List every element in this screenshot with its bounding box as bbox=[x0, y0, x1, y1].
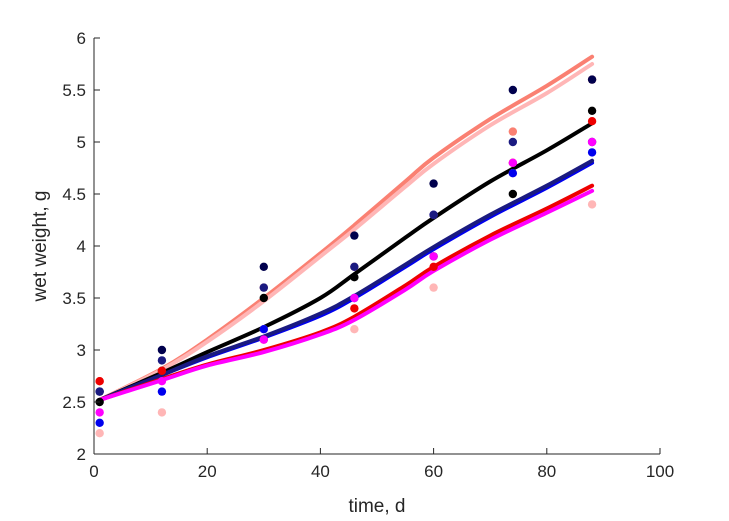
y-tick-label: 3.5 bbox=[62, 289, 86, 308]
data-point bbox=[508, 189, 518, 199]
data-point bbox=[587, 137, 597, 147]
data-point bbox=[157, 345, 167, 355]
y-tick-label: 2 bbox=[77, 445, 86, 464]
data-point bbox=[259, 293, 268, 303]
x-tick-label: 60 bbox=[424, 462, 443, 481]
data-point bbox=[259, 283, 268, 292]
y-axis-label: wet weight, g bbox=[30, 191, 51, 303]
y-tick-label: 4.5 bbox=[62, 185, 86, 204]
x-tick-label: 100 bbox=[646, 462, 674, 481]
data-point bbox=[157, 366, 167, 375]
plot-area bbox=[95, 54, 597, 438]
y-tick-label: 6 bbox=[77, 29, 86, 48]
data-point bbox=[95, 429, 104, 438]
x-tick-label: 20 bbox=[198, 462, 217, 481]
data-point bbox=[350, 231, 359, 240]
data-point bbox=[508, 127, 518, 136]
data-point bbox=[259, 325, 268, 334]
data-point bbox=[429, 210, 438, 219]
data-point bbox=[259, 262, 268, 271]
x-tick-label: 80 bbox=[537, 462, 556, 481]
data-point bbox=[350, 293, 359, 303]
data-point bbox=[587, 117, 597, 126]
data-point bbox=[508, 169, 518, 178]
data-point bbox=[508, 137, 518, 147]
data-point bbox=[259, 335, 268, 344]
data-point bbox=[587, 148, 597, 157]
data-point bbox=[429, 283, 438, 292]
y-tick-label: 4 bbox=[77, 237, 86, 256]
data-point bbox=[95, 418, 104, 427]
data-point bbox=[429, 252, 438, 261]
data-point bbox=[157, 408, 167, 417]
data-point bbox=[95, 408, 104, 417]
y-tick-label: 5 bbox=[77, 133, 86, 152]
data-point bbox=[157, 356, 167, 365]
x-tick-label: 0 bbox=[89, 462, 98, 481]
fit-line bbox=[97, 62, 595, 402]
data-point bbox=[508, 85, 518, 95]
fit-line bbox=[97, 188, 595, 402]
data-point bbox=[587, 75, 597, 84]
data-point bbox=[95, 377, 104, 386]
x-axis-label: time, d bbox=[348, 496, 405, 517]
data-point bbox=[350, 325, 359, 334]
data-point bbox=[587, 200, 597, 209]
data-point bbox=[508, 158, 518, 167]
data-point bbox=[350, 304, 359, 313]
fit-line bbox=[97, 121, 595, 402]
data-point bbox=[429, 179, 438, 188]
data-point bbox=[429, 262, 438, 271]
data-point bbox=[95, 387, 104, 396]
y-tick-label: 3 bbox=[77, 341, 86, 360]
data-point bbox=[157, 377, 167, 386]
data-point bbox=[350, 262, 359, 271]
axis-ticks: 0 20 40 60 80 100 2 2.5 3 3.5 4 4.5 5 5.5 6 bbox=[62, 29, 674, 481]
y-tick-label: 5.5 bbox=[62, 81, 86, 100]
x-tick-label: 40 bbox=[311, 462, 330, 481]
data-point bbox=[587, 106, 597, 116]
y-tick-label: 2.5 bbox=[62, 393, 86, 412]
data-point bbox=[157, 387, 167, 396]
data-point bbox=[350, 273, 359, 282]
